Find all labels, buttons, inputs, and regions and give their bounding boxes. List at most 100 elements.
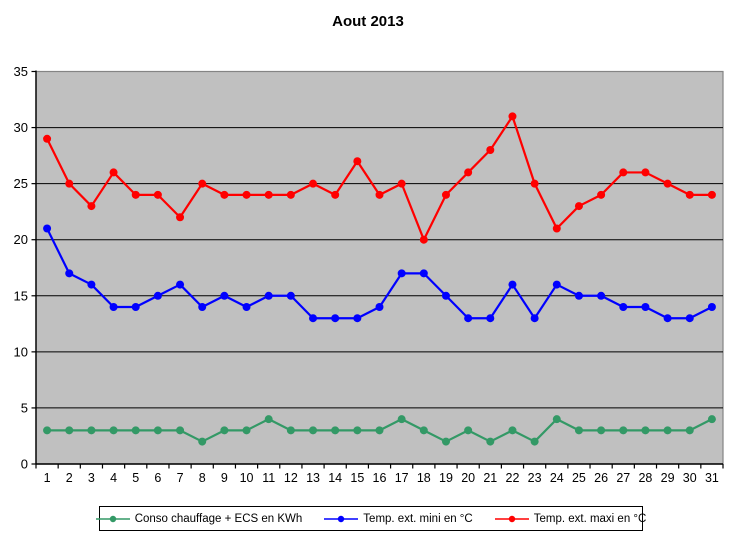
data-point bbox=[43, 426, 52, 435]
y-axis-label: 25 bbox=[14, 176, 28, 191]
data-point bbox=[663, 179, 672, 188]
data-point bbox=[486, 146, 495, 154]
data-point bbox=[663, 314, 672, 323]
data-point bbox=[87, 426, 96, 435]
data-point bbox=[176, 280, 185, 289]
data-point bbox=[309, 179, 318, 188]
data-point bbox=[286, 426, 295, 435]
data-point bbox=[707, 303, 716, 311]
data-point bbox=[87, 280, 96, 289]
x-axis-label: 11 bbox=[262, 471, 275, 485]
x-axis-label: 19 bbox=[439, 471, 453, 485]
data-point bbox=[375, 426, 384, 435]
data-point bbox=[353, 314, 362, 323]
legend-label-temp-maxi: Temp. ext. maxi en °C bbox=[533, 512, 647, 525]
x-axis-label: 13 bbox=[306, 471, 320, 485]
legend-marker-temp-mini-icon bbox=[324, 515, 359, 522]
x-axis-label: 7 bbox=[177, 471, 184, 485]
y-axis-label: 30 bbox=[14, 120, 28, 135]
y-axis-label: 0 bbox=[21, 457, 28, 472]
data-point bbox=[441, 291, 450, 300]
x-axis-label: 5 bbox=[132, 471, 139, 485]
data-point bbox=[198, 179, 207, 188]
x-axis-label: 26 bbox=[594, 471, 608, 485]
legend-marker-temp-maxi-icon bbox=[494, 515, 529, 522]
data-point bbox=[353, 157, 362, 166]
data-point bbox=[397, 415, 406, 424]
data-point bbox=[397, 179, 406, 188]
data-point bbox=[707, 190, 716, 199]
data-point bbox=[264, 291, 273, 300]
data-point bbox=[198, 303, 207, 311]
data-point bbox=[441, 437, 450, 446]
legend-marker-conso-icon bbox=[95, 515, 130, 522]
data-point bbox=[153, 190, 162, 199]
data-point bbox=[109, 303, 118, 311]
data-point bbox=[530, 179, 539, 188]
data-point bbox=[530, 437, 539, 446]
data-point bbox=[707, 415, 716, 424]
x-axis-label: 2 bbox=[66, 471, 73, 485]
legend-label-conso: Conso chauffage + ECS en KWh bbox=[134, 512, 303, 525]
data-point bbox=[663, 426, 672, 435]
data-point bbox=[176, 426, 185, 435]
data-point bbox=[685, 190, 694, 199]
y-axis-label: 10 bbox=[14, 344, 28, 359]
data-point bbox=[685, 314, 694, 323]
x-axis-label: 21 bbox=[483, 471, 497, 485]
data-point bbox=[242, 303, 251, 311]
data-point bbox=[419, 269, 428, 278]
x-axis-label: 28 bbox=[638, 471, 652, 485]
legend-label-temp-mini: Temp. ext. mini en °C bbox=[363, 512, 473, 525]
data-point bbox=[65, 179, 74, 188]
data-point bbox=[264, 190, 273, 199]
data-point bbox=[220, 291, 229, 300]
legend-item-temp-mini: Temp. ext. mini en °C bbox=[324, 512, 473, 525]
data-point bbox=[109, 426, 118, 435]
data-point bbox=[286, 291, 295, 300]
data-point bbox=[242, 426, 251, 435]
x-axis-label: 29 bbox=[661, 471, 675, 485]
data-point bbox=[153, 291, 162, 300]
data-point bbox=[641, 168, 650, 177]
data-point bbox=[176, 213, 185, 222]
x-axis-label: 8 bbox=[199, 471, 206, 485]
data-point bbox=[464, 426, 473, 435]
y-axis-label: 5 bbox=[21, 400, 28, 415]
y-axis-label: 35 bbox=[14, 64, 28, 79]
data-point bbox=[220, 190, 229, 199]
data-point bbox=[242, 190, 251, 199]
data-point bbox=[397, 269, 406, 278]
x-axis-label: 24 bbox=[550, 471, 564, 485]
x-axis-label: 23 bbox=[528, 471, 542, 485]
data-point bbox=[131, 426, 140, 435]
x-axis-label: 31 bbox=[705, 471, 719, 485]
x-axis-label: 4 bbox=[110, 471, 117, 485]
data-point bbox=[597, 426, 606, 435]
x-axis-label: 3 bbox=[88, 471, 95, 485]
data-point bbox=[43, 134, 52, 143]
data-point bbox=[375, 190, 384, 199]
data-point bbox=[552, 224, 561, 233]
data-point bbox=[619, 168, 628, 177]
x-axis-label: 30 bbox=[683, 471, 697, 485]
data-point bbox=[597, 190, 606, 199]
data-point bbox=[641, 426, 650, 435]
data-point bbox=[131, 190, 140, 199]
data-point bbox=[464, 314, 473, 323]
x-axis-label: 16 bbox=[373, 471, 387, 485]
x-axis-label: 14 bbox=[328, 471, 342, 485]
data-point bbox=[109, 168, 118, 177]
data-point bbox=[530, 314, 539, 323]
data-point bbox=[220, 426, 229, 435]
data-point bbox=[619, 426, 628, 435]
legend-item-conso: Conso chauffage + ECS en KWh bbox=[95, 512, 303, 525]
y-axis-label: 15 bbox=[14, 288, 28, 303]
chart-title: Aout 2013 bbox=[332, 13, 404, 30]
data-point bbox=[264, 415, 273, 424]
data-point bbox=[597, 291, 606, 300]
x-axis-label: 27 bbox=[616, 471, 630, 485]
data-point bbox=[153, 426, 162, 435]
